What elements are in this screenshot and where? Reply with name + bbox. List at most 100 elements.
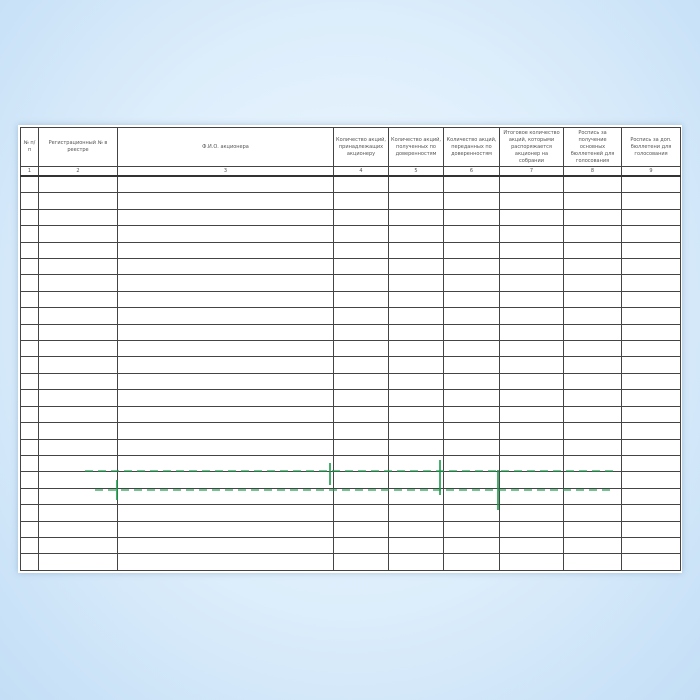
table-cell	[20, 307, 39, 325]
table-cell	[621, 340, 681, 358]
table-cell	[563, 356, 622, 374]
table-cell	[499, 422, 564, 440]
table-row	[20, 520, 681, 538]
table-row	[20, 274, 681, 292]
table-cell	[499, 520, 564, 538]
table-cell	[621, 192, 681, 210]
table-cell	[388, 504, 444, 522]
table-cell	[563, 340, 622, 358]
column-header: № п/п	[20, 127, 39, 167]
table-cell	[499, 454, 564, 473]
table-cell	[499, 241, 564, 260]
table-cell	[563, 454, 622, 473]
table-cell	[443, 471, 500, 489]
table-cell	[38, 340, 118, 358]
table-cell	[20, 454, 39, 473]
table-cell	[117, 405, 334, 424]
table-cell	[563, 258, 622, 276]
table-row	[20, 471, 681, 489]
column-header: Роспись за получение основных бюллетеней…	[563, 127, 622, 167]
table-cell	[333, 323, 389, 342]
table-cell	[563, 307, 622, 325]
table-row	[20, 192, 681, 210]
table-cell	[38, 356, 118, 374]
table-row	[20, 208, 681, 227]
table-cell	[443, 307, 500, 325]
table-cell	[38, 175, 118, 194]
table-cell	[563, 274, 622, 292]
table-cell	[333, 175, 389, 194]
table-cell	[38, 241, 118, 260]
table-cell	[333, 225, 389, 243]
table-row	[20, 389, 681, 407]
table-cell	[499, 208, 564, 227]
table-cell	[563, 290, 622, 309]
table-cell	[388, 372, 444, 391]
table-cell	[388, 274, 444, 292]
table-cell	[563, 372, 622, 391]
table-cell	[117, 175, 334, 194]
table-cell	[333, 307, 389, 325]
table-cell	[443, 372, 500, 391]
table-cell	[499, 258, 564, 276]
table-cell	[117, 208, 334, 227]
table-cell	[499, 225, 564, 243]
table-cell	[333, 372, 389, 391]
table-cell	[20, 422, 39, 440]
table-cell	[443, 290, 500, 309]
column-header: Роспись за доп. бюллетени для голосовани…	[621, 127, 681, 167]
table-cell	[20, 405, 39, 424]
table-cell	[621, 274, 681, 292]
table-cell	[117, 487, 334, 506]
table-cell	[443, 274, 500, 292]
table-cell	[621, 520, 681, 538]
table-cell	[388, 225, 444, 243]
table-cell	[388, 471, 444, 489]
table-row	[20, 438, 681, 456]
table-cell	[333, 340, 389, 358]
table-cell	[117, 553, 334, 571]
table-cell	[499, 438, 564, 456]
table-cell	[443, 405, 500, 424]
table-cell	[499, 389, 564, 407]
column-header: Количество акций, полученных по доверенн…	[388, 127, 444, 167]
table-cell	[499, 487, 564, 506]
form-sheet: № п/п Регистрационный № в реестре Ф.И.О. а…	[18, 125, 682, 573]
table-cell	[38, 536, 118, 555]
table-cell	[388, 405, 444, 424]
table-cell	[499, 307, 564, 325]
table-cell	[20, 208, 39, 227]
table-cell	[333, 290, 389, 309]
table-row	[20, 307, 681, 325]
table-cell	[388, 438, 444, 456]
table-cell	[117, 225, 334, 243]
table-cell	[333, 520, 389, 538]
column-number: 2	[38, 166, 118, 177]
table-cell	[38, 225, 118, 243]
table-row	[20, 536, 681, 555]
table-cell	[621, 307, 681, 325]
table-cell	[20, 258, 39, 276]
table-cell	[20, 504, 39, 522]
table-cell	[38, 520, 118, 538]
table-row	[20, 175, 681, 194]
table-cell	[38, 471, 118, 489]
table-cell	[388, 208, 444, 227]
table-cell	[333, 438, 389, 456]
table-cell	[117, 438, 334, 456]
table-row	[20, 356, 681, 374]
table-cell	[388, 454, 444, 473]
table-cell	[38, 290, 118, 309]
column-number: 5	[388, 166, 444, 177]
table-cell	[333, 471, 389, 489]
column-number: 9	[621, 166, 681, 177]
table-cell	[499, 356, 564, 374]
table-cell	[621, 225, 681, 243]
table-cell	[563, 405, 622, 424]
table-cell	[20, 372, 39, 391]
table-cell	[388, 258, 444, 276]
table-cell	[388, 340, 444, 358]
table-cell	[388, 307, 444, 325]
column-number: 7	[499, 166, 564, 177]
table-cell	[117, 389, 334, 407]
